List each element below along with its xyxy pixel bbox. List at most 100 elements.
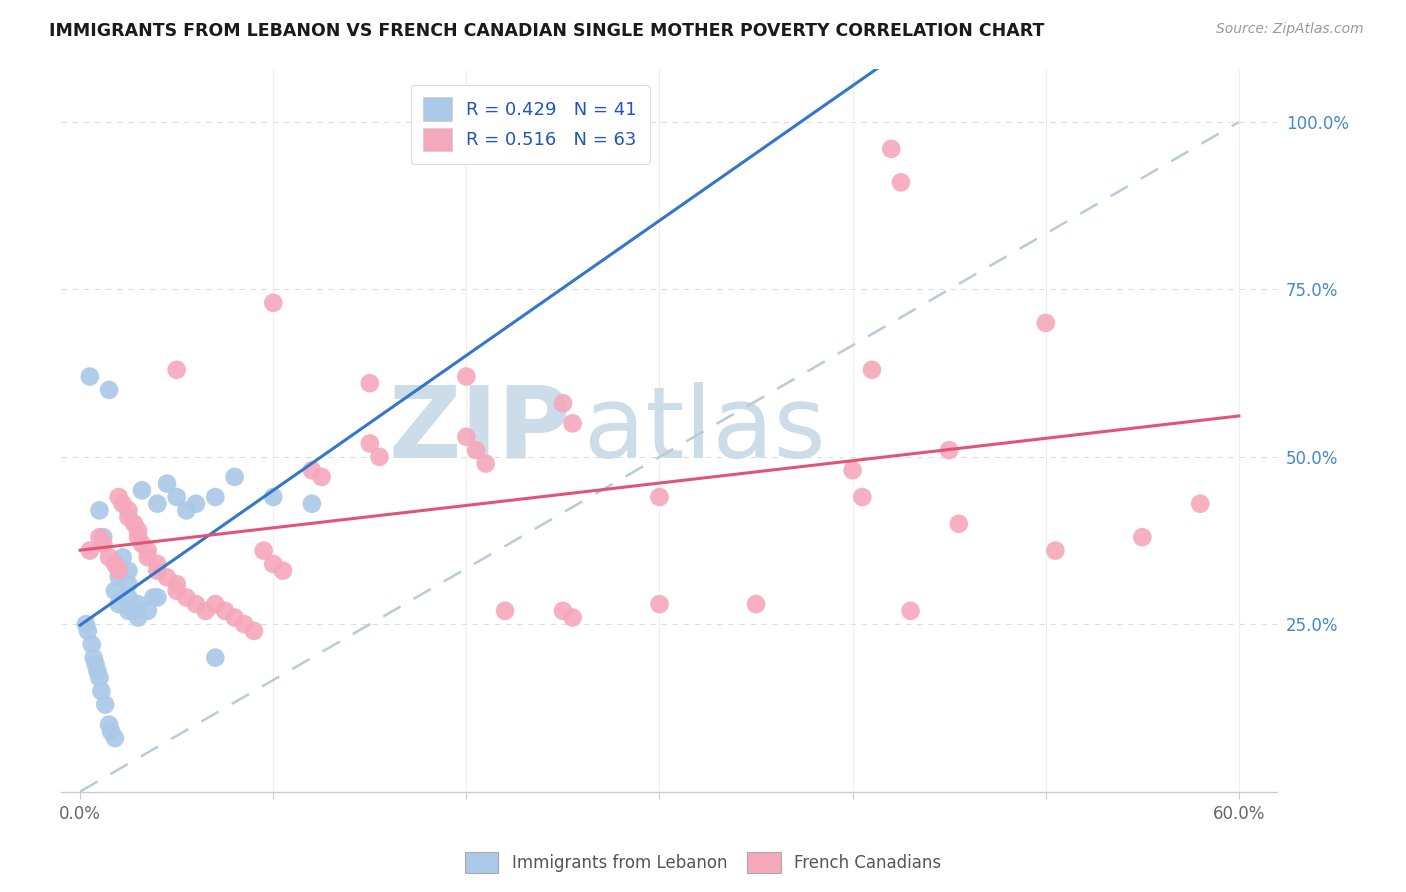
Point bbox=[1035, 316, 1057, 330]
Text: atlas: atlas bbox=[583, 382, 825, 478]
Point bbox=[551, 396, 574, 410]
Point bbox=[204, 597, 226, 611]
Point bbox=[176, 591, 198, 605]
Point bbox=[204, 490, 226, 504]
Point bbox=[1130, 530, 1153, 544]
Point bbox=[79, 369, 101, 384]
Point bbox=[80, 637, 103, 651]
Point bbox=[136, 550, 159, 565]
Point bbox=[117, 604, 139, 618]
Point bbox=[262, 490, 284, 504]
Point bbox=[146, 497, 169, 511]
Point bbox=[156, 476, 179, 491]
Point bbox=[90, 684, 112, 698]
Point bbox=[122, 516, 145, 531]
Point bbox=[89, 671, 111, 685]
Point bbox=[166, 363, 188, 377]
Point bbox=[79, 543, 101, 558]
Point bbox=[117, 564, 139, 578]
Point bbox=[474, 457, 496, 471]
Point bbox=[271, 564, 294, 578]
Point bbox=[107, 597, 129, 611]
Legend: Immigrants from Lebanon, French Canadians: Immigrants from Lebanon, French Canadian… bbox=[458, 846, 948, 880]
Point bbox=[851, 490, 873, 504]
Point bbox=[184, 597, 207, 611]
Point bbox=[117, 577, 139, 591]
Point bbox=[142, 591, 165, 605]
Text: Source: ZipAtlas.com: Source: ZipAtlas.com bbox=[1216, 22, 1364, 37]
Point bbox=[224, 610, 246, 624]
Point bbox=[104, 731, 127, 745]
Point bbox=[860, 363, 883, 377]
Point bbox=[648, 490, 671, 504]
Point bbox=[89, 530, 111, 544]
Point bbox=[368, 450, 391, 464]
Point bbox=[359, 376, 381, 391]
Point bbox=[745, 597, 768, 611]
Point bbox=[214, 604, 236, 618]
Point bbox=[880, 142, 903, 156]
Point bbox=[311, 470, 333, 484]
Point bbox=[75, 617, 97, 632]
Point bbox=[233, 617, 256, 632]
Point bbox=[146, 557, 169, 571]
Point bbox=[91, 537, 114, 551]
Point bbox=[252, 543, 274, 558]
Point bbox=[131, 483, 153, 498]
Point bbox=[262, 557, 284, 571]
Point bbox=[194, 604, 217, 618]
Point bbox=[127, 597, 149, 611]
Point bbox=[117, 503, 139, 517]
Point bbox=[111, 497, 134, 511]
Point bbox=[122, 604, 145, 618]
Point bbox=[127, 610, 149, 624]
Point bbox=[98, 717, 121, 731]
Point bbox=[156, 570, 179, 584]
Point bbox=[204, 650, 226, 665]
Point bbox=[561, 417, 583, 431]
Point bbox=[131, 537, 153, 551]
Point bbox=[301, 497, 323, 511]
Point bbox=[465, 443, 488, 458]
Point bbox=[104, 583, 127, 598]
Point bbox=[76, 624, 98, 638]
Point bbox=[146, 591, 169, 605]
Point bbox=[456, 430, 478, 444]
Point bbox=[551, 604, 574, 618]
Point bbox=[166, 490, 188, 504]
Point bbox=[100, 724, 122, 739]
Point bbox=[301, 463, 323, 477]
Point bbox=[359, 436, 381, 450]
Point bbox=[1189, 497, 1212, 511]
Point bbox=[107, 570, 129, 584]
Point bbox=[127, 530, 149, 544]
Point bbox=[111, 550, 134, 565]
Point bbox=[98, 550, 121, 565]
Point bbox=[243, 624, 266, 638]
Point bbox=[648, 597, 671, 611]
Legend: R = 0.429   N = 41, R = 0.516   N = 63: R = 0.429 N = 41, R = 0.516 N = 63 bbox=[411, 85, 650, 163]
Point bbox=[841, 463, 863, 477]
Text: ZIP: ZIP bbox=[389, 382, 572, 478]
Point bbox=[117, 510, 139, 524]
Point bbox=[561, 610, 583, 624]
Point bbox=[184, 497, 207, 511]
Point bbox=[948, 516, 970, 531]
Text: IMMIGRANTS FROM LEBANON VS FRENCH CANADIAN SINGLE MOTHER POVERTY CORRELATION CHA: IMMIGRANTS FROM LEBANON VS FRENCH CANADI… bbox=[49, 22, 1045, 40]
Point bbox=[136, 543, 159, 558]
Point bbox=[94, 698, 117, 712]
Point bbox=[117, 591, 139, 605]
Point bbox=[91, 530, 114, 544]
Point bbox=[136, 604, 159, 618]
Point bbox=[900, 604, 922, 618]
Point bbox=[166, 577, 188, 591]
Point bbox=[176, 503, 198, 517]
Point bbox=[890, 175, 912, 189]
Point bbox=[1045, 543, 1067, 558]
Point bbox=[938, 443, 960, 458]
Point bbox=[146, 564, 169, 578]
Point bbox=[456, 369, 478, 384]
Point bbox=[86, 664, 108, 678]
Point bbox=[166, 583, 188, 598]
Point bbox=[84, 657, 107, 672]
